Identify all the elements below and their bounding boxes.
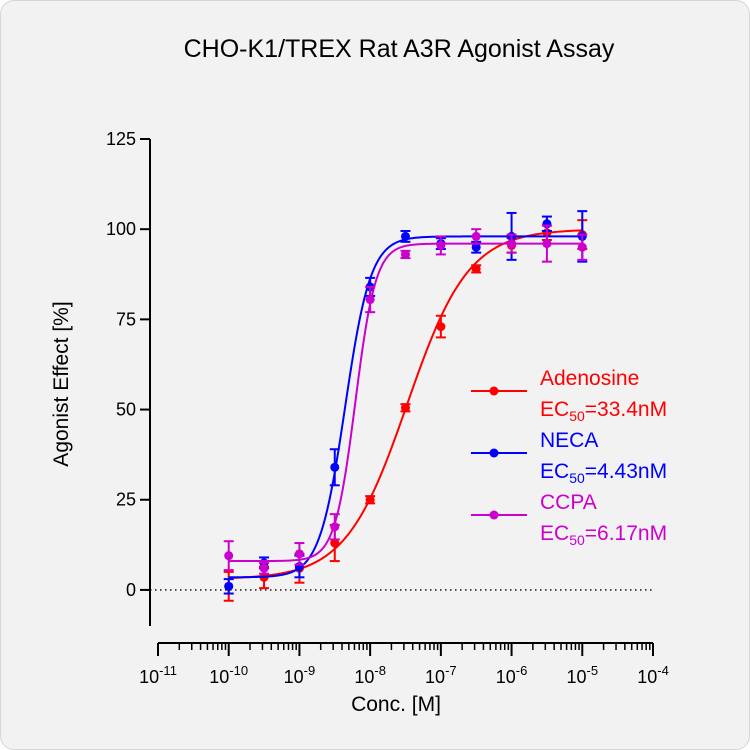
x-tick-label: 10-10 [209,663,248,687]
data-point [330,462,340,472]
data-point [365,495,375,505]
data-point [436,322,446,332]
legend-series-name: NECA [540,429,598,452]
data-point [330,522,340,532]
data-point [330,538,340,548]
data-point [471,231,481,241]
x-tick-label: 10-11 [139,663,177,687]
data-point [365,295,375,305]
data-point [471,242,481,252]
data-point [400,249,410,259]
x-tick-label: 10-9 [284,663,316,687]
x-axis-label: Conc. [M] [351,693,441,716]
series-neca [223,210,588,595]
series-adenosine [223,219,588,602]
legend-ec50: EC50=33.4nM [540,398,667,424]
data-point [577,242,587,252]
legend-series-name: CCPA [540,491,597,514]
y-tick-label: 0 [126,580,136,600]
y-tick-label: 100 [106,219,136,239]
legend: Adenosine EC50=33.4nM NECA EC50=4.43nM CCPA E… [471,367,667,548]
y-tick-label: 25 [116,490,136,510]
series-ccpa [223,224,588,575]
y-tick-label: 125 [106,129,136,149]
data-point [400,231,410,241]
y-tick-label: 75 [116,309,136,329]
legend-marker [489,386,499,396]
y-tick-label: 50 [116,400,136,420]
x-tick-label: 10-4 [637,663,669,687]
data-point [224,551,234,561]
data-point [471,264,481,274]
legend-marker [489,510,499,520]
data-point [224,581,234,591]
legend-ec50: EC50=6.17nM [540,522,667,548]
x-tick-label: 10-6 [496,663,528,687]
legend-marker [489,448,499,458]
data-point [507,239,517,249]
data-point [400,403,410,413]
y-axis-label: Agonist Effect [%] [50,301,73,466]
legend-ec50: EC50=4.43nM [540,460,667,486]
y-axis: 0 25 50 75 100 125 [106,129,151,626]
x-tick-label: 10-7 [425,663,457,687]
x-axis: 10-11 10-10 10-9 10-8 10-7 10-6 10-5 10-4 [139,642,669,687]
fit-curve [228,242,583,563]
x-tick-label: 10-5 [566,663,598,687]
data-point [436,240,446,250]
chart-title: CHO-K1/TREX Rat A3R Agonist Assay [184,35,615,63]
data-point [294,549,304,559]
series-layer [223,210,588,602]
x-tick-label: 10-8 [354,663,386,687]
data-point [259,563,269,573]
legend-series-name: Adenosine [540,367,639,390]
data-point [542,239,552,249]
